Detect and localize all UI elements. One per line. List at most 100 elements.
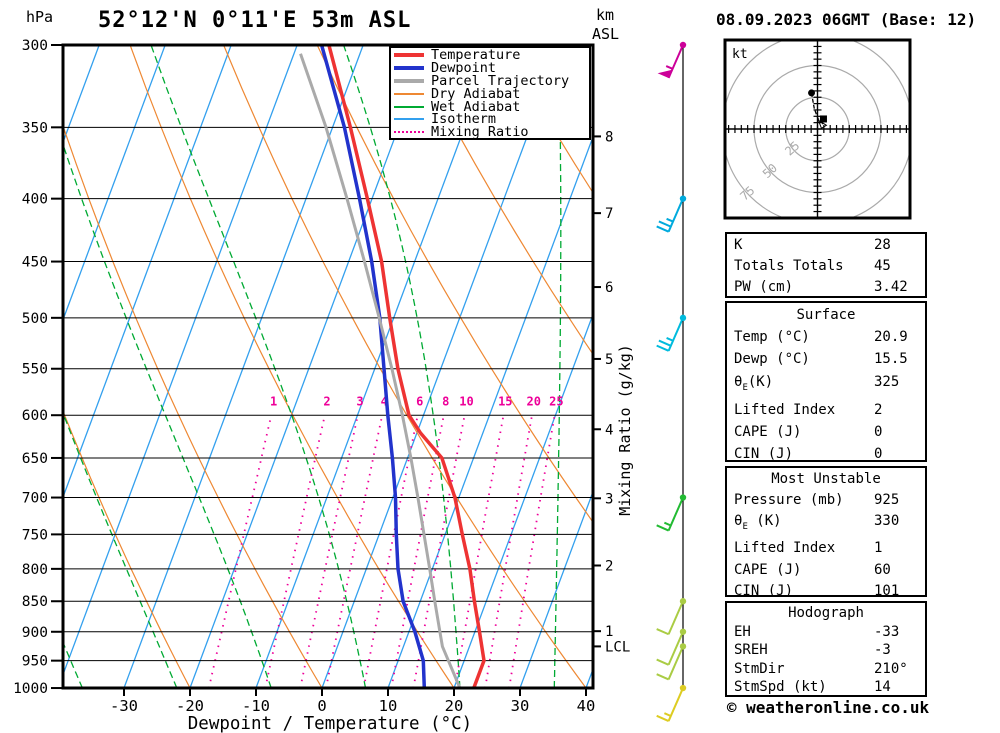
- isotherm-line: [63, 45, 166, 322]
- mixing-ratio-line: [453, 415, 505, 688]
- table-section-hodograph: Hodograph EH -33 SREH -3 StmDir 210° StmSpd (kt…: [725, 601, 927, 697]
- table-row: EH -33: [734, 623, 925, 642]
- km-tick-label: 5: [605, 352, 613, 368]
- table-cell-label: K: [734, 237, 743, 253]
- table-row: CIN (J) 101: [734, 581, 925, 602]
- mixing-ratio-label: 4: [381, 394, 388, 408]
- mixing-ratio-line: [325, 415, 384, 688]
- dewpoint-curve: [319, 45, 427, 688]
- wet-adiabat-line: [150, 45, 367, 688]
- table-cell-label: θE(K): [734, 373, 774, 393]
- mixing-ratio-label: 3: [356, 394, 363, 408]
- km-tick-label: 8: [605, 129, 613, 145]
- pressure-tick-label: 300: [22, 38, 48, 54]
- wind-barb-staff: [667, 631, 684, 666]
- mixing-ratio-label: 1: [270, 394, 277, 408]
- table-row: θE (K) 330: [734, 511, 925, 538]
- mixing-ratio-line: [299, 415, 359, 688]
- table-cell-value: 1: [874, 540, 883, 557]
- table-cell-value: 15.5: [874, 351, 908, 368]
- wind-barb-feather: [658, 339, 672, 347]
- mixing-ratio-label: 2: [323, 394, 330, 408]
- plot-border: [61, 43, 595, 690]
- hodograph-trace-start-dot: [808, 89, 816, 97]
- table-cell-label: θE (K): [734, 513, 782, 533]
- table-cell-value: 101: [874, 582, 900, 599]
- wind-barb-staff: [667, 198, 684, 233]
- table-cell-label: CIN (J): [734, 446, 794, 463]
- wet-adiabat-line: [63, 142, 272, 688]
- wind-barb-half-feather: [663, 521, 672, 527]
- table-cell-label: SREH: [734, 642, 768, 659]
- km-tick-label: 1: [605, 624, 613, 640]
- table-cell-label: Pressure (mb): [734, 492, 844, 509]
- temp-tick-label: 10: [379, 697, 398, 715]
- table-cell-value: 330: [874, 513, 900, 530]
- table-cell-label: StmDir: [734, 660, 785, 677]
- table-cell-value: -3: [874, 642, 891, 659]
- legend-swatch-isotherm: [394, 118, 424, 121]
- table-row: StmSpd (kt) 14: [734, 678, 925, 697]
- table-cell-value: 925: [874, 492, 900, 509]
- legend-swatch-dewpoint: [394, 66, 424, 71]
- pressure-tick-label: 350: [22, 120, 48, 136]
- wind-barb-half-feather: [665, 65, 673, 70]
- wind-barb-level-dot: [679, 314, 687, 322]
- mixing-ratio-label: 15: [498, 394, 512, 408]
- table-row: SREH -3: [734, 641, 925, 660]
- pressure-tick-label: 1000: [13, 681, 48, 697]
- table-row: CAPE (J) 0: [734, 421, 925, 443]
- table-row: Temp (°C) 20.9: [734, 326, 925, 348]
- altitude-ref-label: ASL: [592, 25, 620, 43]
- temp-tick-label: 20: [445, 697, 464, 715]
- pressure-tick-label: 700: [22, 491, 48, 507]
- mixing-ratio-label: 10: [459, 394, 473, 408]
- subscript: E: [742, 522, 748, 533]
- dry-adiabat-line: [223, 45, 587, 688]
- table-cell-value: 0: [874, 423, 883, 440]
- wind-barb-staff: [667, 44, 684, 79]
- table-row: CIN (J) 0: [734, 443, 925, 465]
- hodograph-trace-end-square: [819, 115, 827, 123]
- wind-barb-pennant: [657, 69, 673, 79]
- wind-barb-staff: [667, 317, 684, 352]
- copyright-label: © weatheronline.co.uk: [726, 698, 930, 717]
- page-title: 52°12'N 0°11'E 53m ASL: [98, 8, 412, 33]
- wind-barb-staff: [667, 600, 684, 635]
- table-cell-label: Lifted Index: [734, 401, 836, 418]
- hodograph-border: [723, 38, 912, 220]
- pressure-tick-label: 600: [22, 408, 48, 424]
- pressure-tick-label: 650: [22, 451, 48, 467]
- legend-swatch-temperature: [394, 53, 424, 58]
- legend-box: Temperature Dewpoint Parcel Trajectory Dry …: [389, 46, 591, 140]
- legend-row: Dry Adiabat: [394, 87, 589, 101]
- pressure-tick-label: 550: [22, 362, 48, 378]
- temp-tick-label: 30: [511, 697, 530, 715]
- table-row: Lifted Index 2: [734, 399, 925, 421]
- wind-barb-feather: [656, 658, 669, 666]
- wind-barb: [656, 643, 687, 681]
- table-row: CAPE (J) 60: [734, 560, 925, 581]
- mixing-ratio-axis-title: Mixing Ratio (g/kg): [616, 344, 634, 516]
- legend-swatch-parcel-trajectory: [394, 78, 424, 83]
- table-cell-label: Totals Totals: [734, 258, 844, 274]
- wet-adiabat-line: [553, 45, 562, 688]
- table-cell-value: 28: [874, 237, 891, 253]
- table-cell-label: StmSpd (kt): [734, 679, 827, 696]
- legend-swatch-dry-adiabat: [394, 92, 424, 95]
- table-cell-label: Temp (°C): [734, 329, 810, 346]
- temp-tick-label: -10: [242, 697, 270, 715]
- table-row: StmDir 210°: [734, 660, 925, 679]
- legend-swatch-mixing-ratio: [394, 131, 424, 134]
- temp-tick-label: 40: [577, 697, 596, 715]
- legend-label: Parcel Trajectory: [431, 72, 570, 89]
- table-row: Totals Totals 45: [734, 256, 925, 277]
- pressure-tick-label: 950: [22, 654, 48, 670]
- isotherm-line: [519, 489, 593, 688]
- wind-barb-half-feather: [663, 712, 672, 717]
- pressure-tick-label: 750: [22, 527, 48, 543]
- mixing-ratio-label: 8: [442, 394, 449, 408]
- legend-row: Wet Adiabat: [394, 100, 589, 113]
